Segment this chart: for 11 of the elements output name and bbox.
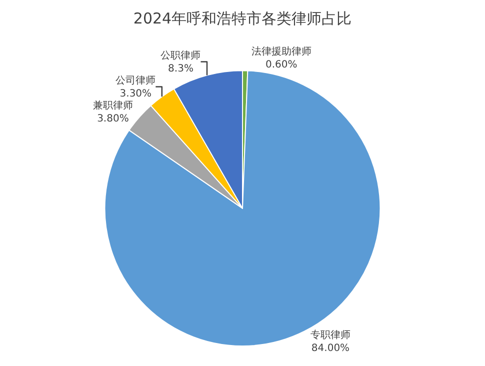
slice-label: 公职律师: [160, 49, 201, 62]
slice-label: 公司律师: [116, 74, 156, 86]
data-label: 0.60%: [265, 60, 298, 71]
slice-label: 法律援助律师: [251, 46, 312, 58]
chart-title: 2024年呼和浩特市各类律师占比: [133, 9, 352, 28]
data-label: 8.3%: [168, 63, 194, 74]
data-label: 84.00%: [311, 342, 350, 354]
slice-label: 兼职律师: [92, 99, 133, 112]
data-label: 3.80%: [97, 113, 129, 124]
slice-label: 专职律师: [310, 328, 350, 341]
data-label: 3.30%: [120, 88, 152, 100]
